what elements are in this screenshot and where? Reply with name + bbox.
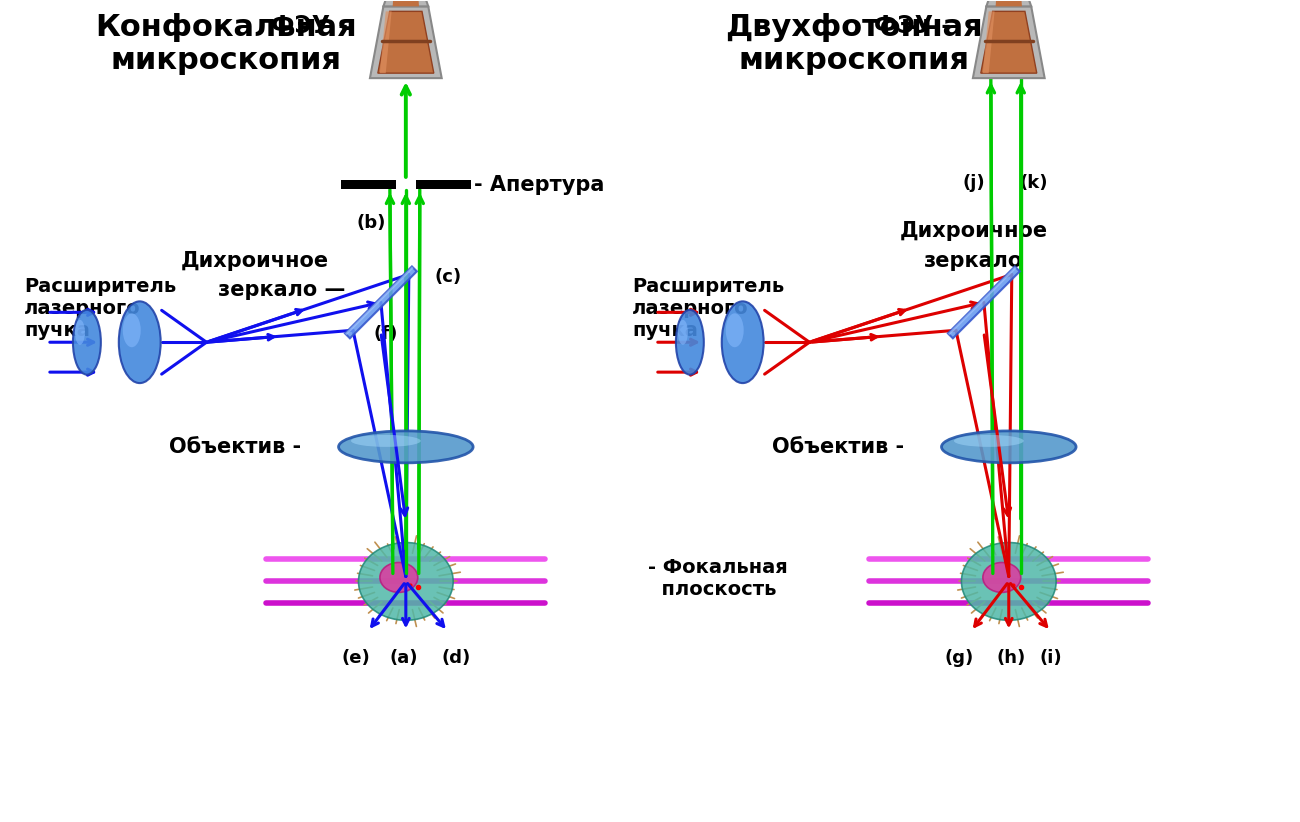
Polygon shape [948,266,1019,339]
Ellipse shape [954,435,1023,447]
Text: (c): (c) [434,269,462,286]
Ellipse shape [962,543,1056,621]
Polygon shape [378,12,434,73]
Text: Объектив -: Объектив - [169,436,302,457]
Text: Расширитель
лазерного
пучка: Расширитель лазерного пучка [25,278,177,340]
Bar [416,180,471,189]
Text: - Фокальная
  плоскость: - Фокальная плоскость [647,558,788,599]
Polygon shape [996,0,1022,7]
Polygon shape [987,0,1031,7]
Polygon shape [972,7,1045,78]
Ellipse shape [122,313,140,347]
Text: - Апертура: - Апертура [473,175,604,195]
Polygon shape [980,12,1037,73]
Polygon shape [344,266,413,335]
Ellipse shape [118,302,161,383]
Text: Конфокальная
микроскопия: Конфокальная микроскопия [96,13,358,75]
Text: Дихроичное: Дихроичное [900,220,1048,241]
Ellipse shape [359,543,454,621]
Ellipse shape [941,431,1076,463]
Text: (b): (b) [356,214,386,232]
Polygon shape [948,266,1017,335]
Text: Двухфотонная
микроскопия: Двухфотонная микроскопия [725,13,983,75]
Text: (d): (d) [441,649,471,667]
Polygon shape [384,0,428,7]
Polygon shape [983,12,994,73]
Text: Расширитель
лазерного
пучка: Расширитель лазерного пучка [632,278,784,340]
Bar [341,180,396,189]
Text: Дихроичное: Дихроичное [181,251,329,270]
Ellipse shape [983,562,1020,593]
Text: (h): (h) [996,649,1026,667]
Ellipse shape [725,313,744,347]
Text: ФЭУ -: ФЭУ - [874,14,952,39]
Text: (g): (g) [944,649,974,667]
Ellipse shape [676,310,703,375]
Polygon shape [370,7,442,78]
Polygon shape [344,266,417,339]
Ellipse shape [73,310,101,375]
Ellipse shape [722,302,763,383]
Text: (f): (f) [373,326,398,344]
Polygon shape [393,0,419,7]
Ellipse shape [677,320,688,344]
Ellipse shape [351,435,421,447]
Text: (a): (a) [390,649,419,667]
Text: зеркало: зеркало [924,251,1023,270]
Text: (e): (e) [342,649,370,667]
Text: зеркало —: зеркало — [217,280,344,300]
Ellipse shape [380,562,417,593]
Polygon shape [380,12,391,73]
Text: (i): (i) [1039,649,1062,667]
Text: (k): (k) [1019,173,1048,192]
Text: Объектив -: Объектив - [772,436,903,457]
Text: ФЭУ -: ФЭУ - [270,14,348,39]
Ellipse shape [75,320,84,344]
Text: (j): (j) [962,173,985,192]
Ellipse shape [338,431,473,463]
